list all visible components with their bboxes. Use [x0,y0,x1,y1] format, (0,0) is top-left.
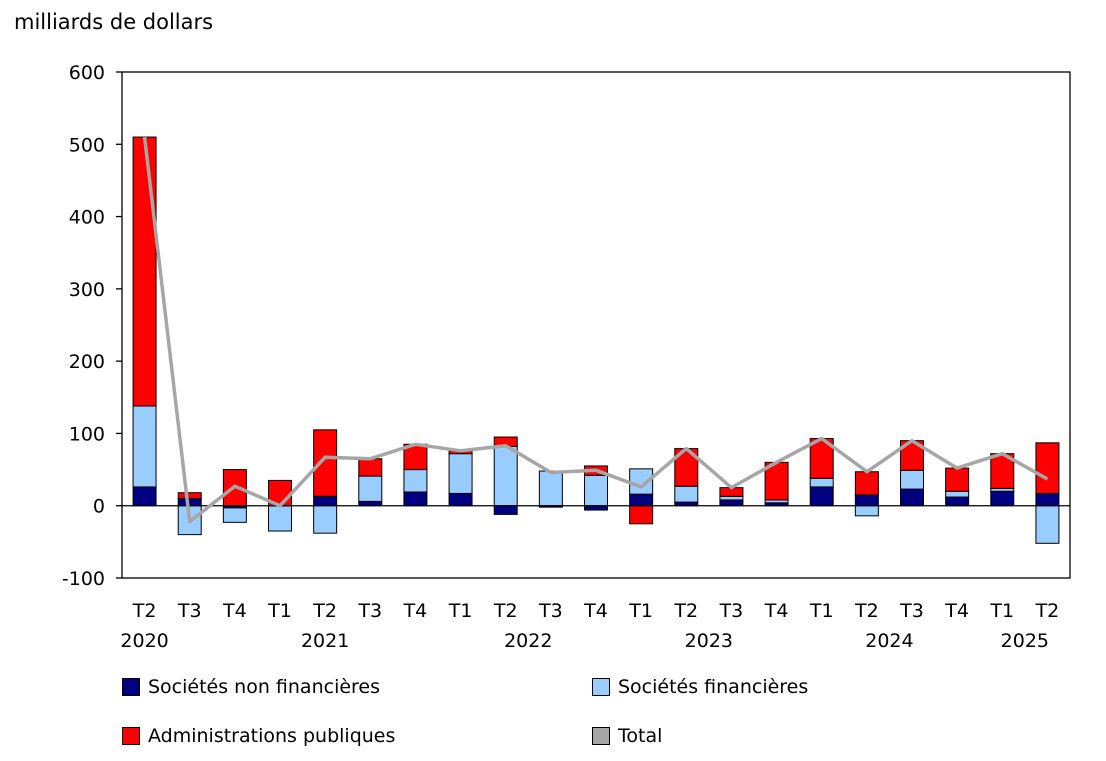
bar-segment-0 [358,500,383,507]
bar-segment-1 [809,477,834,488]
x-tick-label: T4 [222,600,247,622]
x-tick-label: T3 [538,600,563,622]
legend-item-total: Total [592,725,662,747]
bar-segment-0 [809,486,834,507]
bar-segment-1 [132,405,157,488]
x-tick-label: T1 [809,600,834,622]
legend-label-nonfinancial: Sociétés non financières [148,676,381,698]
legend-swatch-nonfinancial [122,678,140,696]
y-tick-label: 200 [69,351,105,373]
bar-segment-0 [493,505,518,515]
x-tick-label: T4 [583,600,608,622]
x-tick-label: T2 [1035,600,1060,622]
bar-segment-1 [358,475,383,502]
bar-segment-0 [719,499,744,507]
bar-segment-1 [584,474,608,507]
x-year-label: 2020 [120,630,168,652]
bar-segment-2 [177,492,202,499]
bar-segment-2 [313,429,338,497]
legend-item-financial: Sociétés financières [592,676,808,698]
bar-segment-2 [1035,442,1060,494]
legend-swatch-total [592,727,610,745]
bar-segment-1 [222,507,247,523]
y-tick-label: 300 [69,279,105,301]
bar-segment-2 [132,136,157,407]
x-tick-label: T3 [357,600,382,622]
x-year-label: 2025 [1001,630,1049,652]
bar-segment-1 [448,453,473,494]
bar-segment-2 [854,471,879,496]
legend-swatch-financial [592,678,610,696]
x-tick-label: T4 [764,600,789,622]
bar-segment-2 [358,458,383,477]
bar-segment-0 [1035,492,1060,507]
legend-label-financial: Sociétés financières [618,676,809,698]
bar-segment-1 [1035,505,1060,544]
total-line [142,136,1049,524]
bar-segment-0 [313,495,338,507]
bar-segment-0 [177,497,202,507]
bar-segment-1 [313,505,338,534]
x-tick-label: T3 [899,600,924,622]
y-axis-unit-label: milliards de dollars [14,10,214,34]
y-tick-label: 600 [69,62,105,84]
bar-segment-0 [403,491,428,507]
bar-segment-0 [448,492,473,507]
bar-segment-1 [854,505,879,517]
bar-segment-0 [854,494,879,507]
bar-segment-0 [945,496,970,507]
y-tick-label: 100 [69,423,105,445]
plot-frame [121,71,1071,579]
bar-segment-1 [403,469,428,493]
bar-segment-1 [900,469,924,490]
x-tick-label: T1 [267,600,292,622]
bar-segment-1 [719,495,744,501]
bar-segment-1 [493,445,518,507]
legend-item-government: Administrations publiques [122,725,395,747]
bar-segment-0 [990,490,1015,507]
legend-swatch-government [122,727,140,745]
bar-segment-0 [629,493,654,507]
x-tick-label: T3 [177,600,202,622]
bar-segment-0 [132,486,157,507]
bar-segment-1 [945,490,970,498]
bar-segment-1 [538,470,563,507]
legend-label-government: Administrations publiques [148,725,396,747]
x-year-label: 2024 [865,630,913,652]
x-tick-label: T2 [132,600,157,622]
x-tick-label: T1 [448,600,473,622]
bar-segment-1 [268,505,292,532]
y-tick-label: 400 [69,207,105,229]
y-tick-label: 500 [69,134,105,156]
x-tick-label: T2 [493,600,518,622]
y-tick-label: 0 [93,496,105,518]
y-tick-label: -100 [62,568,105,590]
x-year-label: 2022 [504,630,552,652]
x-tick-label: T2 [854,600,879,622]
x-year-label: 2023 [685,630,733,652]
bar-segment-1 [674,485,699,503]
bar-segment-2 [945,467,970,492]
x-year-label: 2021 [301,630,349,652]
legend-label-total: Total [618,725,663,747]
bar-segment-0 [584,505,608,511]
x-tick-label: T2 [673,600,698,622]
x-tick-label: T1 [628,600,653,622]
legend-item-nonfinancial: Sociétés non financières [122,676,380,698]
bar-segment-0 [900,488,924,507]
x-tick-label: T4 [944,600,969,622]
x-tick-label: T3 [719,600,744,622]
x-tick-label: T4 [403,600,428,622]
bar-segment-2 [629,505,654,525]
x-tick-label: T1 [989,600,1014,622]
x-tick-label: T2 [312,600,337,622]
